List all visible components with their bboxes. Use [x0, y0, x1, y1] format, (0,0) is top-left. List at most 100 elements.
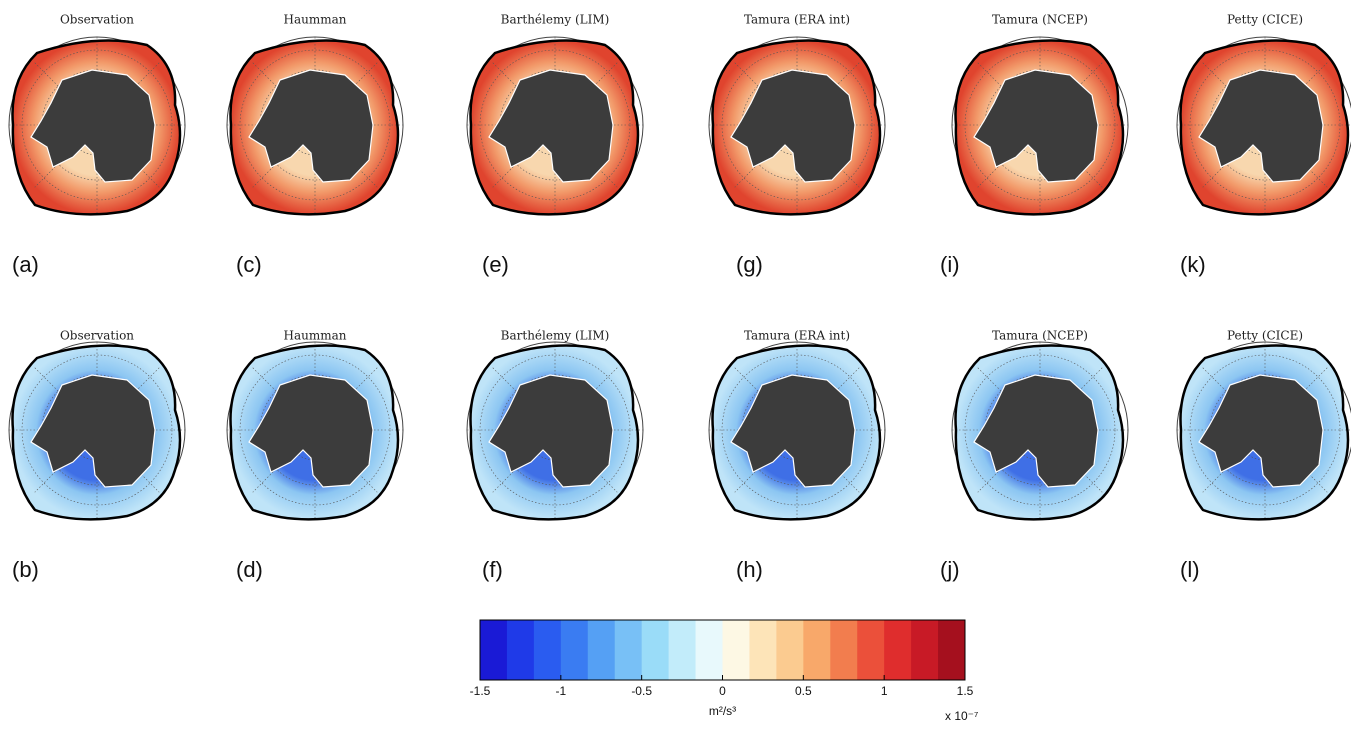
panel-title: Barthélemy (LIM) — [501, 13, 610, 27]
colorbar-tick-label: 0 — [719, 684, 726, 698]
panel-title: Haumman — [284, 13, 347, 27]
panel-title: Tamura (NCEP) — [992, 13, 1088, 27]
ice-edge — [1179, 344, 1350, 521]
colorbar-step — [506, 620, 535, 680]
antarctica — [30, 374, 156, 488]
panel-title: Haumman — [284, 329, 347, 343]
colorbar-step — [884, 620, 912, 680]
panel-label: (f) — [482, 557, 503, 582]
antarctica — [248, 374, 374, 488]
ice-edge — [711, 344, 882, 521]
graticule — [239, 354, 391, 506]
ice-edge — [11, 39, 182, 216]
graticule — [21, 49, 173, 201]
colorbar-tick-label: 0.5 — [795, 684, 812, 698]
colorbar-step — [533, 620, 562, 680]
antarctica — [973, 374, 1099, 488]
polar-map — [1176, 36, 1351, 216]
graticule — [964, 49, 1116, 201]
ice-edge — [469, 39, 640, 216]
colorbar-scale: x 10⁻⁷ — [945, 709, 978, 723]
colorbar-step — [938, 620, 966, 680]
panel-label: (l) — [1180, 557, 1200, 582]
colorbar-tick-label: 1 — [881, 684, 888, 698]
panel-label: (c) — [236, 252, 262, 277]
panel-label: (j) — [940, 557, 960, 582]
panel-label: (e) — [482, 252, 509, 277]
panel-label: (b) — [12, 557, 39, 582]
polar-map — [951, 341, 1129, 521]
colorbar-step — [830, 620, 858, 680]
colorbar-step — [776, 620, 804, 680]
colorbar-step — [911, 620, 939, 680]
polar-map — [1176, 341, 1351, 521]
graticule — [21, 354, 173, 506]
graticule — [239, 49, 391, 201]
panel-title: Petty (CICE) — [1227, 329, 1303, 343]
polar-map — [226, 341, 404, 521]
graticule — [1189, 354, 1341, 506]
polar-map — [466, 36, 644, 216]
polar-map — [951, 36, 1129, 216]
panel-title: Observation — [60, 329, 134, 343]
graticule — [479, 49, 631, 201]
panel-label: (g) — [736, 252, 763, 277]
panel-label: (i) — [940, 252, 960, 277]
graticule — [721, 354, 873, 506]
ice-edge — [11, 344, 182, 521]
antarctica — [730, 374, 856, 488]
graticule — [1189, 49, 1341, 201]
graticule — [721, 49, 873, 201]
colorbar-step — [587, 620, 616, 680]
panel-title: Petty (CICE) — [1227, 13, 1303, 27]
polar-map — [8, 341, 186, 521]
antarctica — [730, 69, 856, 183]
panel-label: (k) — [1180, 252, 1206, 277]
colorbar-step — [749, 620, 777, 680]
ice-edge — [229, 344, 400, 521]
panel-title: Barthélemy (LIM) — [501, 329, 610, 343]
antarctica — [1198, 374, 1324, 488]
ice-edge — [711, 39, 882, 216]
colorbar-tick-label: -1 — [555, 684, 566, 698]
ice-edge — [229, 39, 400, 216]
ice-edge — [1179, 39, 1350, 216]
antarctica — [1198, 69, 1324, 183]
antarctica — [973, 69, 1099, 183]
antarctica — [30, 69, 156, 183]
panel-label: (h) — [736, 557, 763, 582]
panel-title: Observation — [60, 13, 134, 27]
polar-map — [708, 341, 886, 521]
colorbar-step — [480, 620, 508, 680]
panel-label: (a) — [12, 252, 39, 277]
colorbar-step — [857, 620, 885, 680]
polar-map — [226, 36, 404, 216]
colorbar-step — [803, 620, 831, 680]
panel-title: Tamura (NCEP) — [992, 329, 1088, 343]
colorbar-step — [695, 620, 723, 680]
colorbar-step — [560, 620, 589, 680]
antarctica — [488, 69, 614, 183]
panel-title: Tamura (ERA int) — [744, 329, 850, 343]
colorbar-unit: m²/s³ — [709, 704, 736, 718]
graticule — [964, 354, 1116, 506]
graticule — [479, 354, 631, 506]
colorbar-step — [641, 620, 670, 680]
panel-title: Tamura (ERA int) — [744, 13, 850, 27]
antarctica — [248, 69, 374, 183]
colorbar-step — [668, 620, 697, 680]
antarctica — [488, 374, 614, 488]
ice-edge — [469, 344, 640, 521]
panel-label: (d) — [236, 557, 263, 582]
colorbar-tick-label: -0.5 — [631, 684, 652, 698]
polar-map — [466, 341, 644, 521]
polar-map — [708, 36, 886, 216]
polar-map — [8, 36, 186, 216]
colorbar-tick-label: 1.5 — [957, 684, 974, 698]
ice-edge — [954, 39, 1125, 216]
colorbar-step — [722, 620, 750, 680]
ice-edge — [954, 344, 1125, 521]
colorbar-tick-label: -1.5 — [470, 684, 491, 698]
colorbar-step — [614, 620, 643, 680]
